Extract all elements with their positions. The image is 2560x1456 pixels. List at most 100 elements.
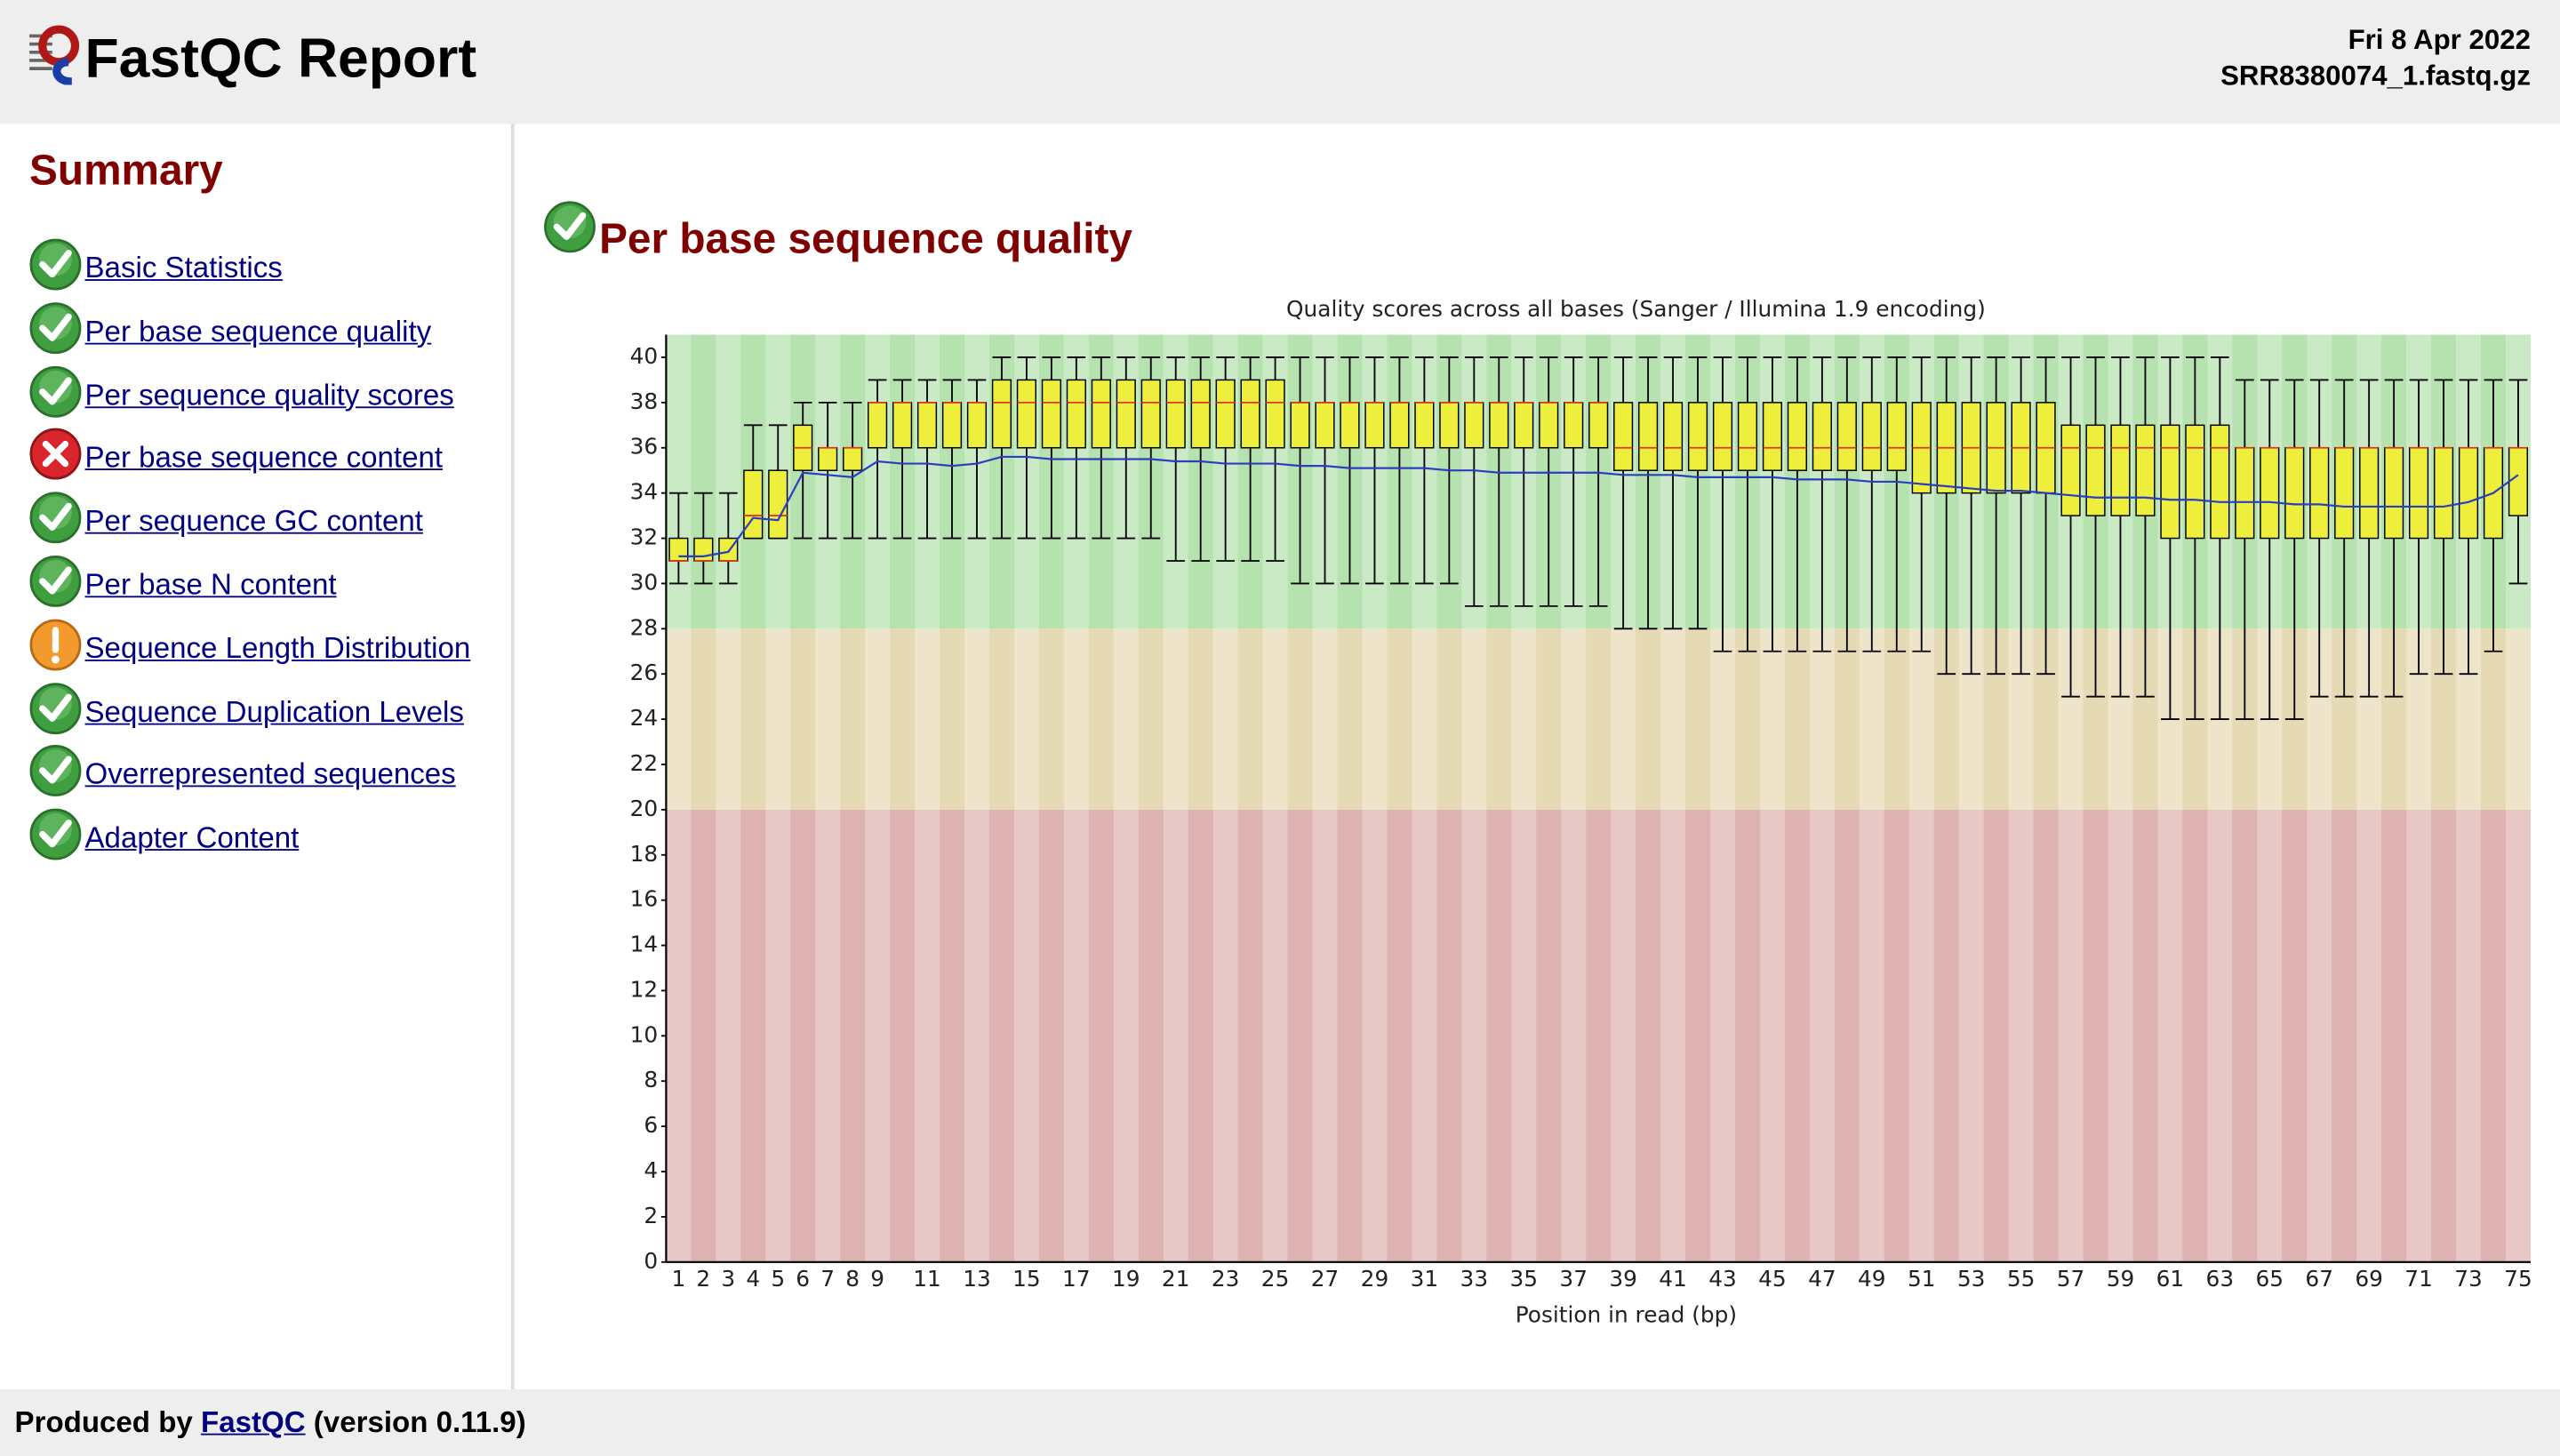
whisker — [2186, 356, 2204, 721]
whisker — [818, 401, 837, 540]
whisker — [2210, 356, 2229, 721]
column-stripe — [2307, 334, 2332, 1262]
y-tick-label: 2 — [644, 1203, 658, 1228]
y-tick-label: 28 — [630, 614, 659, 640]
quality-zone — [666, 809, 2531, 1262]
whisker — [1216, 356, 1236, 562]
logo — [29, 25, 80, 85]
whisker — [1688, 356, 1708, 630]
y-tick-label: 22 — [630, 750, 659, 776]
column-stripe — [815, 334, 841, 1262]
whisker — [1042, 356, 1061, 540]
box — [2085, 424, 2106, 516]
x-tick-label: 41 — [1659, 1266, 1687, 1292]
whisker — [1067, 356, 1086, 540]
quality-zone — [666, 334, 2531, 629]
x-tick-label: 19 — [1112, 1266, 1140, 1292]
x-tick-label: 23 — [1212, 1266, 1240, 1292]
box — [2359, 447, 2380, 540]
box — [818, 447, 838, 471]
box — [1712, 402, 1733, 471]
box — [1936, 402, 1956, 494]
box — [1190, 379, 1211, 449]
summary-link[interactable]: Per base sequence content — [84, 441, 444, 475]
column-stripe — [666, 334, 692, 1262]
summary-link[interactable]: Overrepresented sequences — [84, 757, 456, 791]
box — [1886, 402, 1907, 471]
box — [1116, 379, 1136, 449]
x-tick-label: 57 — [2057, 1266, 2085, 1292]
whisker — [2434, 379, 2453, 676]
box — [1140, 379, 1161, 449]
summary-link[interactable]: Per sequence quality scores — [84, 378, 454, 412]
column-stripe — [1013, 334, 1039, 1262]
summary-link[interactable]: Per base N content — [84, 568, 337, 601]
footer-link[interactable]: FastQC — [201, 1405, 306, 1439]
whisker — [2111, 356, 2130, 698]
chart-title: Quality scores across all bases (Sanger … — [1286, 296, 1986, 322]
pass-icon — [29, 492, 82, 544]
x-tick-label: 31 — [1411, 1266, 1439, 1292]
x-tick-label: 29 — [1361, 1266, 1389, 1292]
column-stripe — [716, 334, 741, 1262]
whisker — [693, 492, 713, 585]
x-tick-label: 15 — [1012, 1266, 1041, 1292]
x-tick-label: 2 — [696, 1266, 710, 1292]
box — [1986, 402, 2006, 494]
box — [1861, 402, 1882, 471]
column-stripe — [2058, 334, 2084, 1262]
box — [991, 379, 1012, 449]
whisker — [942, 379, 962, 540]
box — [1364, 402, 1385, 449]
summary-link[interactable]: Sequence Duplication Levels — [84, 694, 464, 728]
column-stripe — [2008, 334, 2034, 1262]
whisker — [1390, 356, 1409, 585]
column-stripe — [1063, 334, 1089, 1262]
y-tick-label: 38 — [630, 388, 659, 414]
summary-link[interactable]: Adapter Content — [84, 821, 300, 854]
y-tick-label: 36 — [630, 434, 659, 460]
y-tick-label: 16 — [630, 886, 659, 912]
whisker — [2161, 356, 2180, 721]
whisker — [1316, 356, 1334, 585]
y-tick-label: 26 — [630, 660, 659, 685]
box — [1961, 402, 1981, 494]
whisker — [2284, 379, 2304, 721]
whisker — [1912, 356, 1932, 652]
box — [1588, 402, 1609, 449]
whisker — [2309, 379, 2329, 698]
column-stripe — [2157, 334, 2183, 1262]
y-tick-label: 40 — [630, 343, 659, 369]
whisker — [1415, 356, 1434, 585]
footer-text: Produced by FastQC (version 0.11.9) — [15, 1405, 526, 1440]
column-stripe — [1312, 334, 1338, 1262]
pass-icon — [29, 682, 82, 734]
summary-link[interactable]: Per base sequence quality — [84, 315, 432, 348]
x-tick-label: 25 — [1261, 1266, 1290, 1292]
box — [1836, 402, 1857, 471]
box — [1489, 402, 1509, 449]
whisker — [1116, 356, 1136, 540]
summary-link[interactable]: Basic Statistics — [84, 251, 283, 284]
x-tick-label: 59 — [2107, 1266, 2135, 1292]
whisker — [2459, 379, 2478, 676]
x-tick-label: 6 — [796, 1266, 810, 1292]
box — [2235, 447, 2255, 540]
mean-line — [678, 455, 2519, 557]
whisker — [1588, 356, 1608, 607]
summary-link[interactable]: Per sequence GC content — [84, 504, 423, 538]
box — [1414, 402, 1435, 449]
column-stripe — [1710, 334, 1735, 1262]
whisker — [1638, 356, 1658, 630]
column-stripe — [1759, 334, 1785, 1262]
pass-icon — [29, 238, 82, 291]
column-stripe — [1511, 334, 1537, 1262]
column-stripe — [1809, 334, 1835, 1262]
box — [693, 537, 714, 562]
report-date: Fri 8 Apr 2022 — [2348, 24, 2531, 56]
pass-icon — [544, 201, 596, 253]
summary-link[interactable]: Sequence Length Distribution — [84, 631, 471, 665]
column-stripe — [915, 334, 940, 1262]
box — [2508, 447, 2529, 516]
column-stripe — [2406, 334, 2432, 1262]
